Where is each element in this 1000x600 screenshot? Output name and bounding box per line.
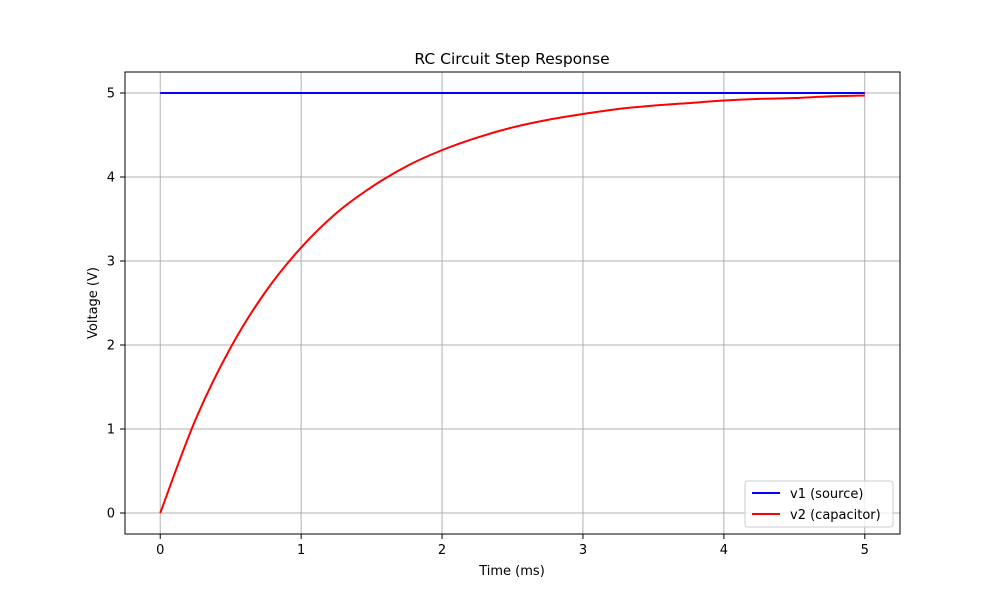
x-tick-label: 3 — [579, 543, 587, 558]
y-axis-label: Voltage (V) — [86, 267, 101, 339]
x-tick-label: 2 — [438, 543, 446, 558]
x-tick-label: 1 — [297, 543, 305, 558]
y-tick-label: 5 — [107, 87, 115, 102]
y-tick-label: 0 — [107, 507, 115, 522]
series-lines — [159, 92, 865, 514]
x-tick-label: 4 — [720, 543, 728, 558]
series-line-capacitor — [159, 94, 865, 514]
y-tick-label: 4 — [107, 171, 115, 186]
legend-box — [744, 480, 894, 528]
x-axis-ticks: 0 1 2 3 4 5 — [156, 534, 869, 558]
chart-title: RC Circuit Step Response — [414, 50, 609, 68]
y-axis-ticks: 0 1 2 3 4 5 — [107, 87, 125, 522]
x-tick-label: 5 — [861, 543, 869, 558]
legend-label-capacitor: v2 (capacitor) — [790, 508, 881, 523]
plot-area — [125, 72, 900, 534]
y-tick-label: 2 — [107, 339, 115, 354]
y-tick-label: 1 — [107, 423, 115, 438]
y-tick-label: 3 — [107, 255, 115, 270]
legend-label-source: v1 (source) — [790, 487, 863, 502]
legend: v1 (source) v2 (capacitor) — [744, 480, 894, 528]
x-tick-label: 0 — [156, 543, 164, 558]
x-axis-label: Time (ms) — [478, 564, 545, 579]
axes-frame — [124, 71, 901, 535]
